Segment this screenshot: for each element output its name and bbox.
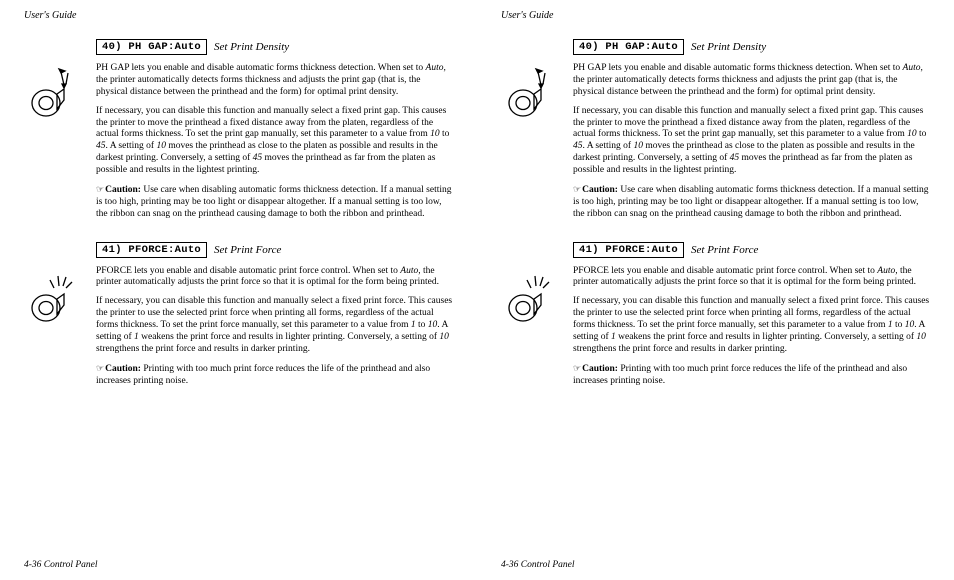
para-1: PFORCE lets you enable and disable autom… <box>573 266 930 290</box>
page-right: User's Guide 40) PH GAP:Auto Set Print D… <box>477 0 954 580</box>
section-1: 41) PFORCE:Auto Set Print Force PFORCE l… <box>24 242 453 395</box>
caution-text: Printing with too much print force reduc… <box>96 364 430 386</box>
printer-gap-icon <box>24 67 84 122</box>
para-1: PFORCE lets you enable and disable autom… <box>96 266 453 290</box>
para-2: If necessary, you can disable this funct… <box>573 106 930 177</box>
param-box: 41) PFORCE:Auto <box>96 242 207 258</box>
title-row: 41) PFORCE:Auto Set Print Force <box>573 242 930 258</box>
page-header: User's Guide <box>24 10 453 21</box>
param-title: Set Print Force <box>214 244 281 256</box>
section-content: 40) PH GAP:Auto Set Print Density PH GAP… <box>96 39 453 228</box>
caution-text: Use care when disabling automatic forms … <box>96 185 452 219</box>
param-box: 41) PFORCE:Auto <box>573 242 684 258</box>
page-footer: 4-36 Control Panel <box>501 560 575 570</box>
para-1: PH GAP lets you enable and disable autom… <box>573 63 930 99</box>
caution-label: Caution: <box>105 364 141 374</box>
page-left: User's Guide 40) PH GAP:Auto Set Print D… <box>0 0 477 580</box>
section-content: 41) PFORCE:Auto Set Print Force PFORCE l… <box>96 242 453 395</box>
title-row: 41) PFORCE:Auto Set Print Force <box>96 242 453 258</box>
caution-label: Caution: <box>582 185 618 195</box>
section-icon-col <box>501 242 573 395</box>
para-2: If necessary, you can disable this funct… <box>96 106 453 177</box>
caution-para: ☞Caution: Use care when disabling automa… <box>96 184 453 221</box>
param-title: Set Print Force <box>691 244 758 256</box>
caution-label: Caution: <box>582 364 618 374</box>
caution-para: ☞Caution: Printing with too much print f… <box>96 363 453 388</box>
section-1: 41) PFORCE:Auto Set Print Force PFORCE l… <box>501 242 930 395</box>
hand-icon: ☞ <box>573 363 581 373</box>
section-content: 41) PFORCE:Auto Set Print Force PFORCE l… <box>573 242 930 395</box>
param-title: Set Print Density <box>691 41 766 53</box>
section-0: 40) PH GAP:Auto Set Print Density PH GAP… <box>501 39 930 228</box>
hand-icon: ☞ <box>573 184 581 194</box>
title-row: 40) PH GAP:Auto Set Print Density <box>573 39 930 55</box>
printer-force-icon <box>24 270 84 325</box>
caution-text: Printing with too much print force reduc… <box>573 364 907 386</box>
para-2: If necessary, you can disable this funct… <box>573 296 930 355</box>
printer-force-icon <box>501 270 561 325</box>
page-header: User's Guide <box>501 10 930 21</box>
page-footer: 4-36 Control Panel <box>24 560 98 570</box>
section-icon-col <box>24 242 96 395</box>
param-box: 40) PH GAP:Auto <box>573 39 684 55</box>
param-box: 40) PH GAP:Auto <box>96 39 207 55</box>
caution-label: Caution: <box>105 185 141 195</box>
section-0: 40) PH GAP:Auto Set Print Density PH GAP… <box>24 39 453 228</box>
param-title: Set Print Density <box>214 41 289 53</box>
section-content: 40) PH GAP:Auto Set Print Density PH GAP… <box>573 39 930 228</box>
hand-icon: ☞ <box>96 363 104 373</box>
section-icon-col <box>501 39 573 228</box>
title-row: 40) PH GAP:Auto Set Print Density <box>96 39 453 55</box>
hand-icon: ☞ <box>96 184 104 194</box>
section-icon-col <box>24 39 96 228</box>
para-1: PH GAP lets you enable and disable autom… <box>96 63 453 99</box>
printer-gap-icon <box>501 67 561 122</box>
para-2: If necessary, you can disable this funct… <box>96 296 453 355</box>
caution-para: ☞Caution: Use care when disabling automa… <box>573 184 930 221</box>
caution-text: Use care when disabling automatic forms … <box>573 185 929 219</box>
caution-para: ☞Caution: Printing with too much print f… <box>573 363 930 388</box>
